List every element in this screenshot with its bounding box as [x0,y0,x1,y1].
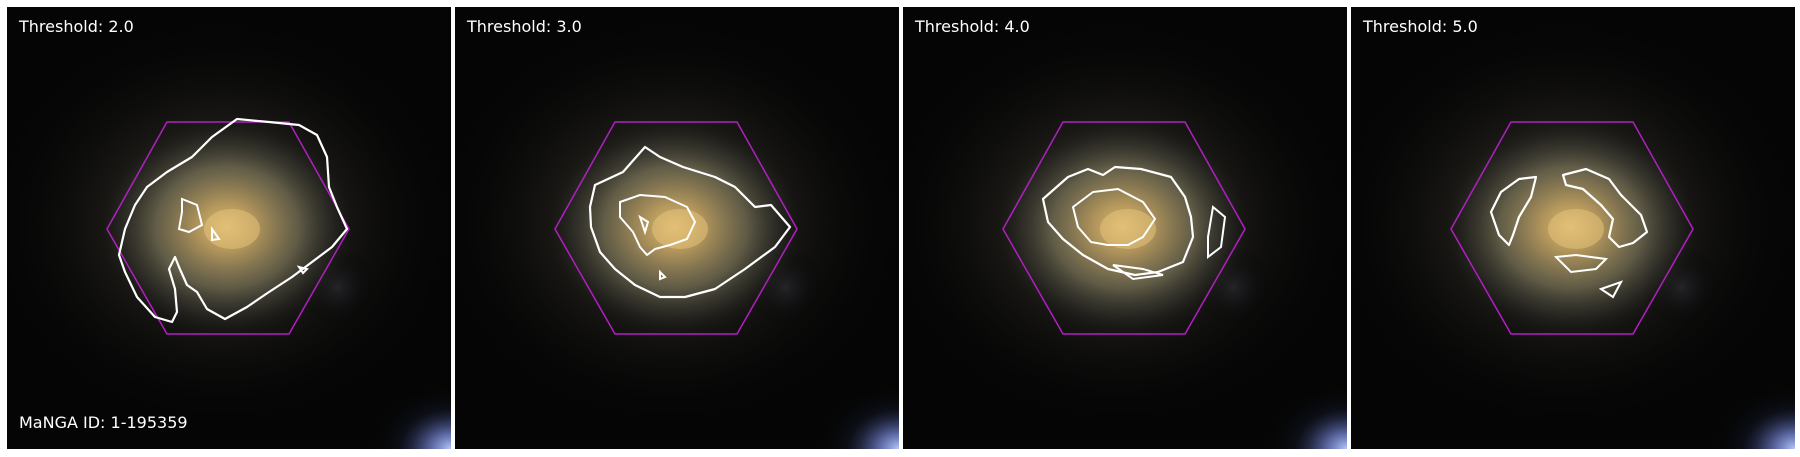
panel-threshold-4: Threshold: 4.0 [903,7,1347,449]
panel-threshold-2: Threshold: 2.0 MaNGA ID: 1-195359 [7,7,451,449]
panel-title: Threshold: 2.0 [19,17,134,37]
panel-threshold-3: Threshold: 3.0 [455,7,899,449]
galaxy-image [903,7,1347,449]
manga-id-label: MaNGA ID: 1-195359 [19,413,188,433]
panel-threshold-5: Threshold: 5.0 [1351,7,1795,449]
panel-title: Threshold: 4.0 [915,17,1030,37]
galaxy-image [455,7,899,449]
panel-title: Threshold: 5.0 [1363,17,1478,37]
panel-title: Threshold: 3.0 [467,17,582,37]
galaxy-image [1351,7,1795,449]
galaxy-image [7,7,451,449]
